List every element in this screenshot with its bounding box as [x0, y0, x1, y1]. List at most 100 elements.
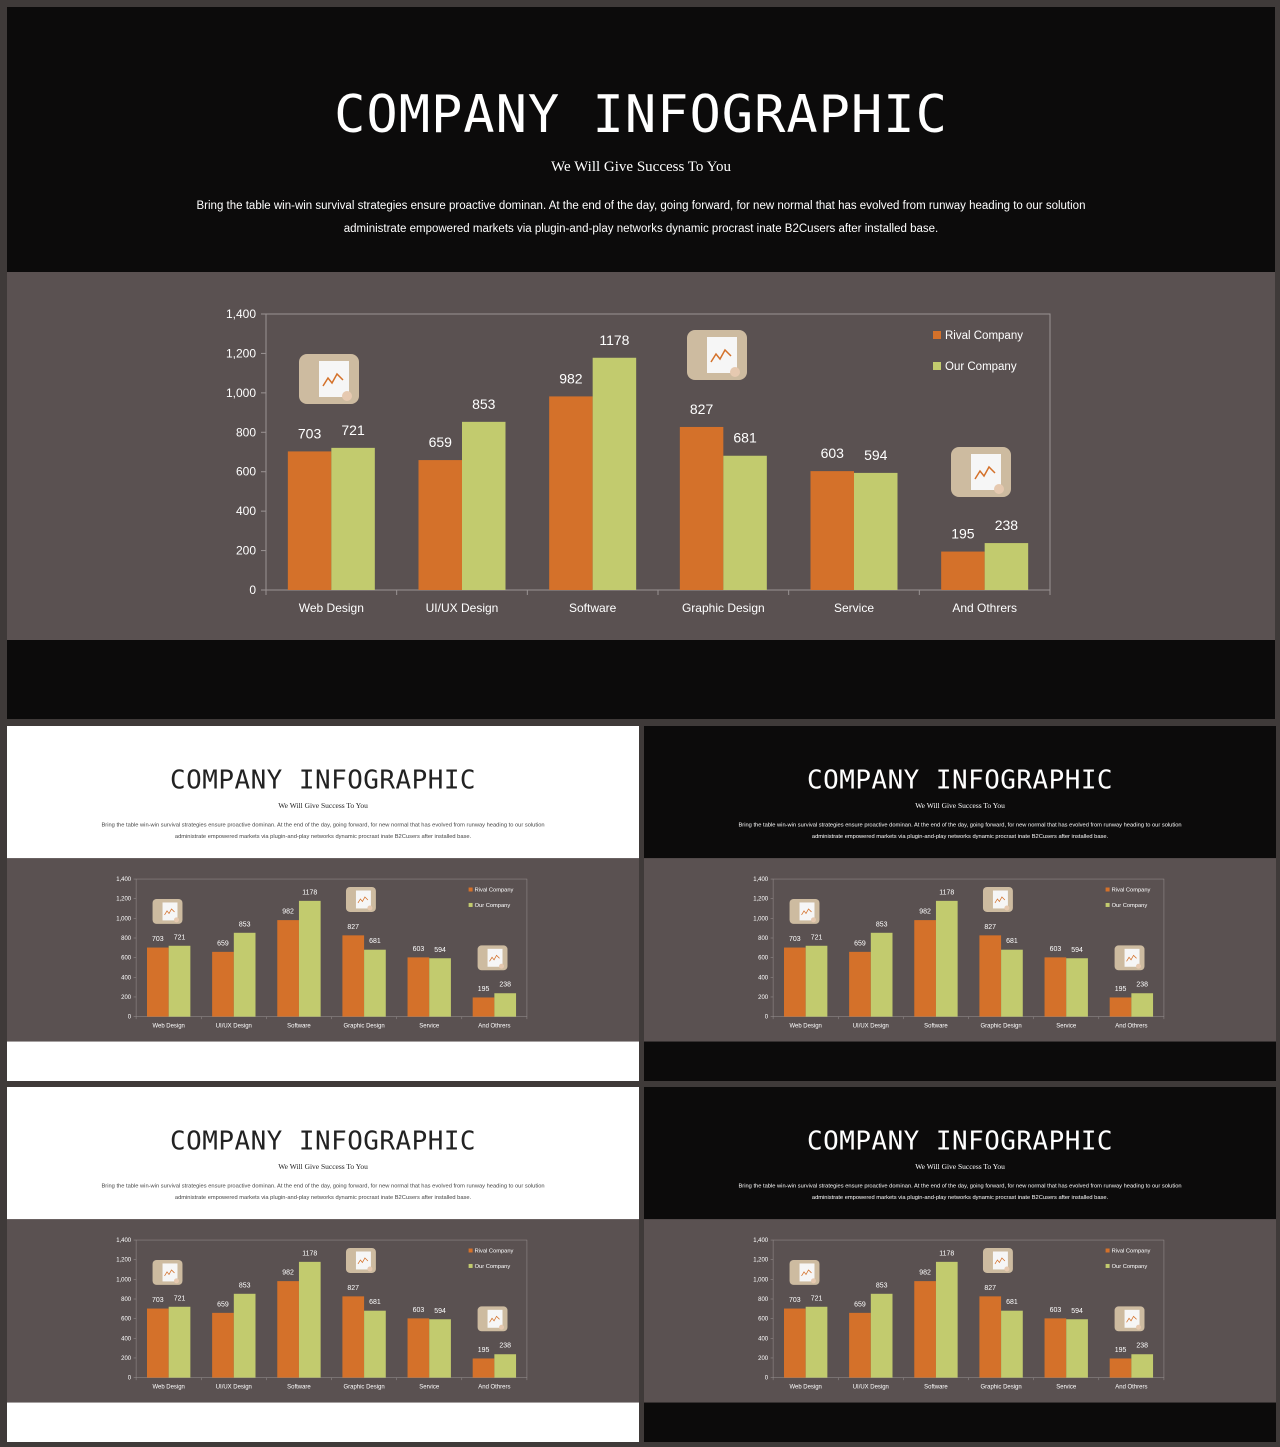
data-label: 659 — [217, 1301, 229, 1308]
data-label: 827 — [984, 1285, 996, 1292]
bar — [462, 421, 506, 590]
bar — [472, 997, 495, 1017]
data-label: 703 — [152, 1297, 164, 1304]
data-label: 681 — [369, 1299, 381, 1306]
data-label: 594 — [434, 947, 446, 954]
bar — [1066, 958, 1088, 1017]
legend-swatch — [468, 1248, 473, 1253]
slide-canvas: COMPANY INFOGRAPHIC We Will Give Success… — [7, 7, 1275, 719]
data-label: 827 — [984, 924, 996, 931]
data-label: 703 — [789, 1297, 801, 1304]
bar — [331, 447, 375, 590]
photo-mini-chart — [489, 954, 500, 962]
data-label: 982 — [919, 1270, 931, 1277]
photo-mini-chart — [1126, 1315, 1137, 1323]
slide-title: COMPANY INFOGRAPHIC — [334, 85, 948, 145]
photo-hand — [810, 1278, 816, 1284]
photo-mini-chart — [1126, 954, 1137, 962]
legend-swatch — [468, 902, 473, 907]
x-tick-label: Service — [1056, 1024, 1077, 1030]
chart-photo-icon — [687, 330, 747, 380]
data-label: 603 — [413, 1307, 425, 1314]
photo-hand — [1136, 1324, 1142, 1330]
bar — [935, 900, 958, 1017]
bar — [212, 1312, 234, 1378]
photo-mini-chart — [801, 1269, 812, 1277]
y-tick-label: 800 — [121, 1297, 132, 1303]
y-tick-label: 1,200 — [753, 1258, 769, 1264]
data-label: 659 — [854, 940, 866, 947]
bar — [1131, 993, 1154, 1017]
y-tick-label: 1,400 — [226, 307, 256, 321]
y-tick-label: 400 — [758, 975, 769, 981]
y-tick-label: 1,200 — [753, 897, 769, 903]
y-tick-label: 1,000 — [116, 1277, 132, 1283]
data-label: 603 — [1050, 946, 1062, 953]
bar — [429, 958, 451, 1017]
chart-photo-icon — [982, 1248, 1013, 1273]
slide-title: COMPANY INFOGRAPHIC — [170, 1125, 477, 1156]
x-tick-label: Service — [419, 1385, 440, 1391]
legend-swatch — [1105, 1248, 1110, 1253]
photo-mini-chart — [994, 1257, 1006, 1265]
x-tick-label: Web Design — [152, 1385, 184, 1391]
x-tick-label: Graphic Design — [981, 1385, 1022, 1391]
slide-thumb-1[interactable]: COMPANY INFOGRAPHIC We Will Give Success… — [7, 726, 639, 1081]
data-label: 853 — [472, 396, 496, 412]
bar — [854, 472, 898, 590]
bar — [429, 1319, 451, 1378]
data-label: 1178 — [599, 332, 629, 348]
chart-photo-icon — [477, 945, 508, 971]
x-tick-label: Graphic Design — [344, 1024, 385, 1030]
y-tick-label: 800 — [236, 425, 256, 439]
photo-hand — [730, 367, 740, 377]
bar — [870, 1293, 893, 1378]
slide-thumb-4[interactable]: COMPANY INFOGRAPHIC We Will Give Success… — [644, 1087, 1276, 1442]
slide-thumb-3[interactable]: COMPANY INFOGRAPHIC We Will Give Success… — [7, 1087, 639, 1442]
y-tick-label: 1,200 — [226, 346, 256, 360]
photo-hand — [1004, 905, 1010, 911]
photo-hand — [810, 917, 816, 923]
chart-photo-icon — [1114, 945, 1145, 971]
data-label: 853 — [239, 1282, 251, 1289]
photo-hand — [1004, 1266, 1010, 1272]
data-label: 853 — [876, 921, 888, 928]
data-label: 982 — [919, 909, 931, 916]
photo-hand — [173, 1278, 179, 1284]
data-label: 238 — [499, 1343, 511, 1350]
legend-swatch — [1105, 1263, 1110, 1268]
data-label: 721 — [811, 934, 823, 941]
legend-label: Rival Company — [475, 1249, 514, 1255]
plot-area — [135, 878, 528, 1017]
photo-mini-chart — [801, 908, 812, 916]
slide-canvas: COMPANY INFOGRAPHIC We Will Give Success… — [7, 726, 639, 1081]
data-label: 238 — [1136, 1343, 1148, 1350]
chart-photo-icon — [1114, 1306, 1145, 1332]
bar — [342, 1296, 365, 1378]
y-tick-label: 400 — [236, 504, 256, 518]
data-label: 1178 — [302, 889, 317, 896]
bar — [233, 932, 256, 1017]
plot-area — [135, 1239, 528, 1378]
data-label: 195 — [478, 986, 490, 993]
slide-title: COMPANY INFOGRAPHIC — [170, 764, 477, 795]
data-label: 195 — [951, 526, 975, 542]
data-label: 594 — [1071, 947, 1083, 954]
x-tick-label: And Othrers — [478, 1024, 510, 1030]
plot-area — [772, 1239, 1165, 1378]
y-tick-label: 600 — [121, 1317, 132, 1323]
y-tick-label: 1,000 — [116, 916, 132, 922]
photo-mini-chart — [322, 372, 344, 387]
photo-hand — [342, 391, 352, 401]
bar — [1109, 1358, 1132, 1378]
legend-label: Our Company — [1112, 903, 1148, 909]
slide-thumb-2[interactable]: COMPANY INFOGRAPHIC We Will Give Success… — [644, 726, 1276, 1081]
x-tick-label: UI/UX Design — [216, 1385, 252, 1391]
chart-photo-icon — [345, 1248, 376, 1273]
data-label: 195 — [1115, 1347, 1127, 1354]
data-label: 853 — [239, 921, 251, 928]
legend-label: Our Company — [945, 361, 1017, 373]
data-label: 982 — [559, 370, 583, 386]
bar — [364, 1310, 386, 1378]
bar — [298, 900, 321, 1017]
